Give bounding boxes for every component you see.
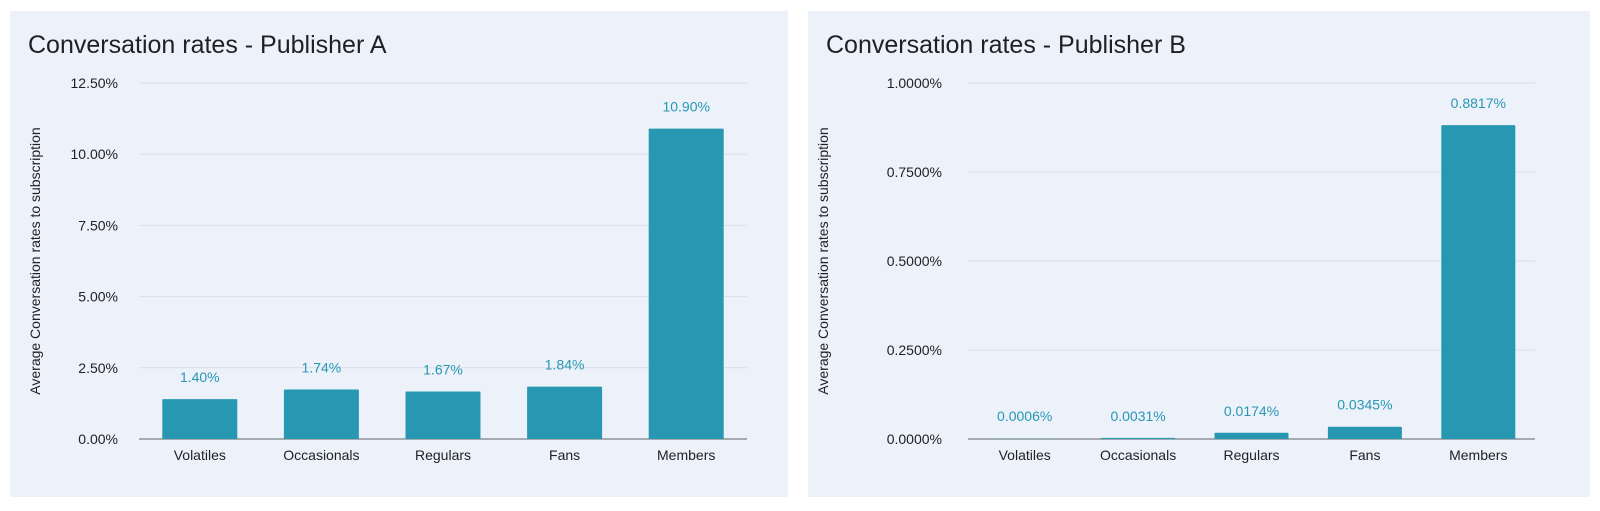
y-tick-label: 0.00% xyxy=(78,431,118,447)
x-tick-label: Occasionals xyxy=(1100,447,1176,463)
y-tick-label: 12.50% xyxy=(71,75,118,91)
x-tick-label: Fans xyxy=(1349,447,1380,463)
y-tick-label: 2.50% xyxy=(78,360,118,376)
bar-chart-publisher-a: 0.00% 2.50% 5.00% 7.50% 10.00% 12.50% Average … xyxy=(27,75,747,463)
x-tick-label: Volatiles xyxy=(174,447,226,463)
x-tick-label: Volatiles xyxy=(999,447,1051,463)
data-label: 1.74% xyxy=(302,359,342,375)
bar-regulars xyxy=(1214,432,1289,439)
data-label: 0.8817% xyxy=(1451,95,1506,111)
bar-members xyxy=(648,128,724,439)
y-tick-label: 7.50% xyxy=(78,217,118,233)
bar-fans xyxy=(527,386,603,439)
data-label: 0.0174% xyxy=(1224,403,1279,419)
bar-volatiles xyxy=(162,399,238,439)
data-label: 10.90% xyxy=(662,99,709,115)
data-label: 0.0031% xyxy=(1110,408,1165,424)
chart-panel-publisher-a: Conversation rates - Publisher A 0.00% 2.… xyxy=(10,11,788,497)
chart-panel-publisher-b: Conversation rates - Publisher B 0.0000%… xyxy=(808,11,1590,497)
y-axis-label: Average Conversation rates to subscripti… xyxy=(27,127,43,394)
x-tick-label: Occasionals xyxy=(283,447,359,463)
y-tick-label: 0.0000% xyxy=(887,431,942,447)
x-tick-label: Members xyxy=(657,447,715,463)
data-label: 1.84% xyxy=(545,357,585,373)
y-tick-label: 0.5000% xyxy=(887,253,942,269)
x-tick-label: Fans xyxy=(549,447,580,463)
y-tick-label: 5.00% xyxy=(78,289,118,305)
y-axis-label: Average Conversation rates to subscripti… xyxy=(815,127,831,394)
data-label: 1.40% xyxy=(180,369,220,385)
y-tick-label: 0.7500% xyxy=(887,164,942,180)
chart-title: Conversation rates - Publisher B xyxy=(826,31,1186,59)
y-tick-label: 10.00% xyxy=(71,146,118,162)
x-tick-label: Regulars xyxy=(1223,447,1279,463)
y-tick-label: 0.2500% xyxy=(887,342,942,358)
bar-occasionals xyxy=(283,389,359,439)
bar-regulars xyxy=(405,391,481,439)
bar-members xyxy=(1441,125,1516,439)
data-label: 0.0345% xyxy=(1337,397,1392,413)
data-label: 0.0006% xyxy=(997,408,1052,424)
x-tick-label: Members xyxy=(1449,447,1507,463)
bar-occasionals xyxy=(1101,437,1176,439)
data-label: 1.67% xyxy=(423,361,463,377)
x-tick-label: Regulars xyxy=(415,447,471,463)
chart-title: Conversation rates - Publisher A xyxy=(28,31,387,59)
y-tick-label: 1.0000% xyxy=(887,75,942,91)
bar-fans xyxy=(1327,426,1402,439)
bar-chart-publisher-b: 0.0000% 0.2500% 0.5000% 0.7500% 1.0000% Avera… xyxy=(815,75,1535,463)
